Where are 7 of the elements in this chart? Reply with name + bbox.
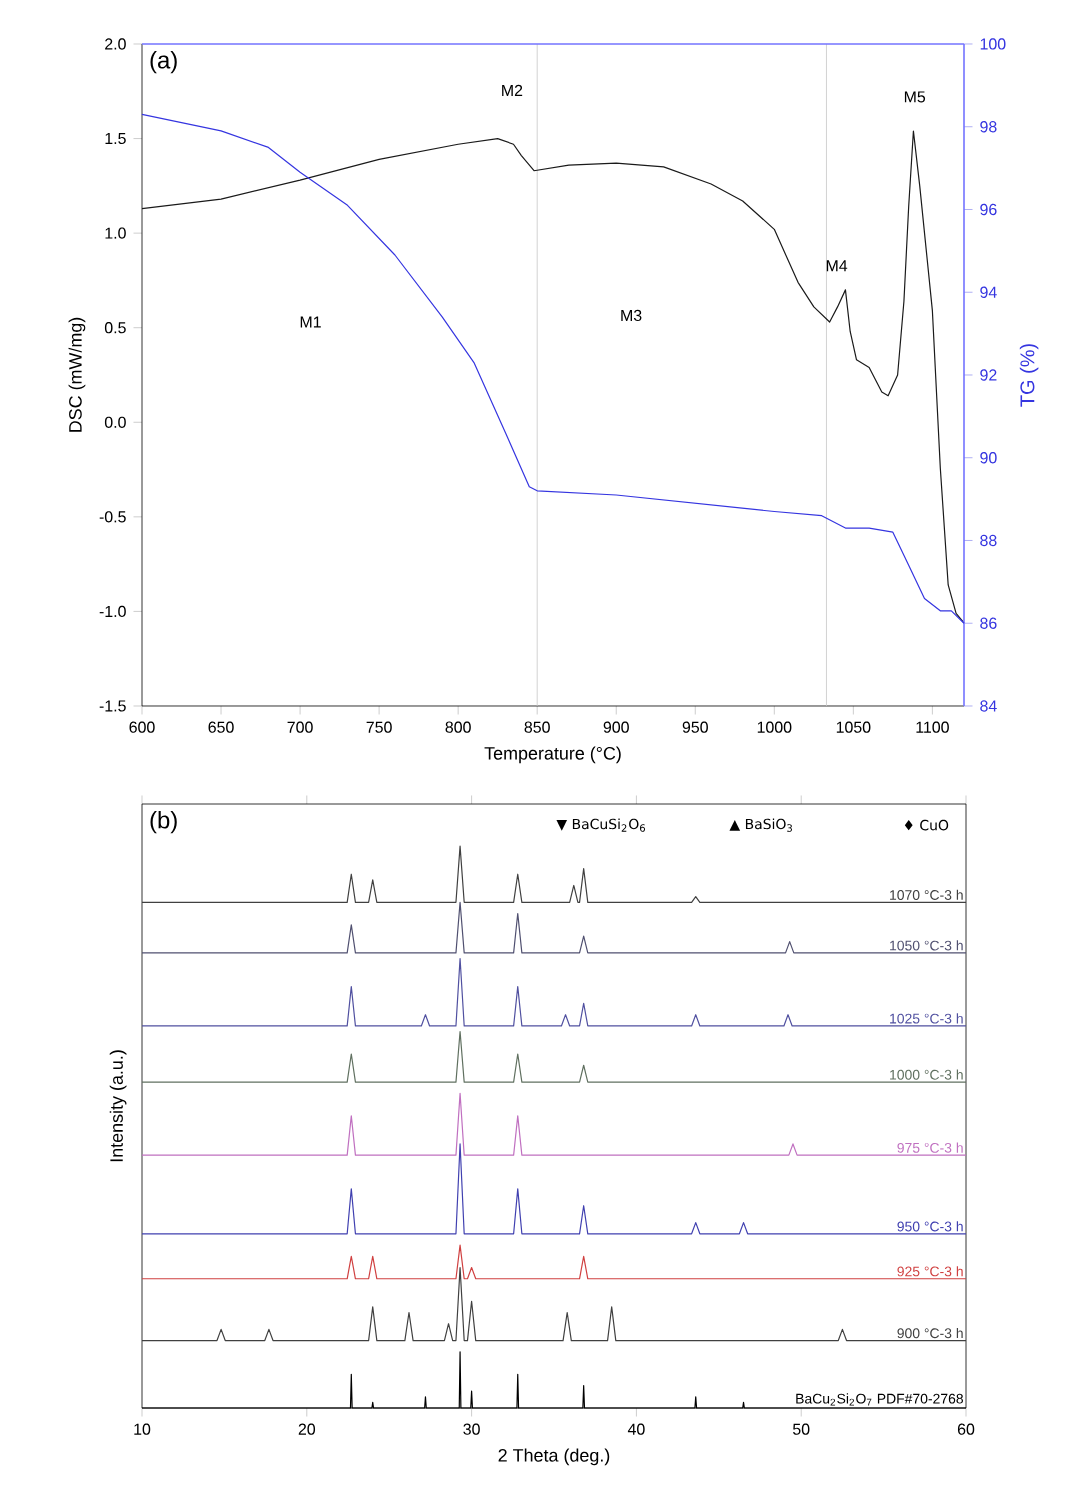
y-axis-title: DSC (mW/mg): [68, 317, 86, 432]
x-axis-title: Temperature (°C): [484, 746, 621, 764]
x-axis-title: 2 Theta (deg.): [498, 1448, 610, 1466]
chart-title: (a): [150, 51, 177, 74]
y-axis-title: Intensity (a.u.): [109, 1050, 127, 1162]
chart-title: (b): [150, 811, 177, 834]
y2-axis-title: TG (%): [1019, 344, 1039, 407]
